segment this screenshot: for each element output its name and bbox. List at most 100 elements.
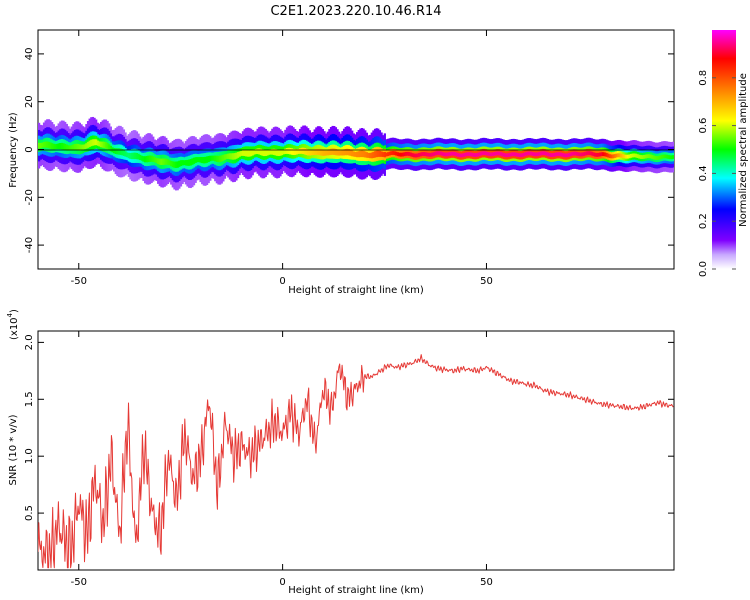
spectrogram-cell xyxy=(209,155,212,162)
spectrogram-cell xyxy=(639,155,642,159)
spectrogram-cell xyxy=(541,151,545,156)
spectrogram-cell xyxy=(507,153,510,157)
spectrogram-cell xyxy=(515,152,519,157)
spectrogram-cell xyxy=(108,144,111,151)
spectrogram-cell xyxy=(339,150,342,156)
spectrogram-cell xyxy=(323,150,326,156)
spectrogram-cell xyxy=(643,154,646,159)
spectrogram-cell xyxy=(621,154,625,158)
spectrogram-cell xyxy=(176,161,179,168)
snr-multiplier-close: ) xyxy=(9,309,20,313)
spectrogram-cell xyxy=(426,152,429,157)
spectrogram-cell xyxy=(517,153,520,158)
spectrogram-cell xyxy=(523,152,527,157)
snr-xtick-label: 50 xyxy=(480,577,493,588)
spectrogram-cell xyxy=(357,151,360,158)
snr-xlabel: Height of straight line (km) xyxy=(288,585,424,596)
spectrogram-cell xyxy=(390,151,393,156)
spectrogram-cell xyxy=(429,152,432,157)
spectrogram-cell xyxy=(57,143,60,150)
spectrogram-cell xyxy=(445,152,448,157)
spectrogram-cell xyxy=(359,150,362,158)
spectrogram-cell xyxy=(189,159,192,166)
spectrogram-cell xyxy=(496,151,499,156)
spectrogram-cell xyxy=(104,142,108,149)
spectrogram-cell xyxy=(222,154,225,161)
spectrogram-cell xyxy=(393,151,396,156)
spectrogram-cell xyxy=(279,149,282,156)
spectrogram-cell xyxy=(595,152,598,157)
spectrogram-cell xyxy=(463,152,466,157)
spectrogram-cell xyxy=(101,141,104,148)
spectrogram-cell xyxy=(422,152,426,156)
spectrogram-cell xyxy=(398,152,401,157)
spectrogram-cell xyxy=(51,143,54,150)
spectrogram-cell xyxy=(277,149,280,157)
spectrogram-cell xyxy=(514,152,517,157)
spectrogram-cell xyxy=(130,152,134,160)
spectrogram-cell xyxy=(572,151,576,156)
spectrogram-cell xyxy=(502,153,505,157)
spectrogram-cell xyxy=(210,155,214,161)
spectrogram-cell xyxy=(383,151,386,158)
spectrogram-panel: -50 0 50 -40 -20 0 20 40 Height of straight lin… xyxy=(8,29,675,296)
spectrogram-cell xyxy=(460,153,463,158)
spectrogram-cell xyxy=(612,154,615,159)
spectrogram-cell xyxy=(137,153,140,160)
spectrogram-cell xyxy=(364,151,367,158)
spectrogram-cell xyxy=(631,153,634,158)
spectrogram-cell xyxy=(400,152,403,157)
spectrogram-cell xyxy=(561,152,564,157)
spectrogram-cell xyxy=(620,153,623,158)
snr-series-line xyxy=(38,354,674,569)
spectrogram-cell xyxy=(103,141,106,149)
spectrogram-cell xyxy=(478,152,481,157)
spectrogram-cell xyxy=(93,139,96,146)
spectrogram-cell xyxy=(589,151,592,156)
spectrogram-cell xyxy=(308,149,311,156)
spectrogram-cell xyxy=(401,152,404,157)
spectrogram-cell xyxy=(62,143,65,150)
spectrogram-cell xyxy=(550,153,553,158)
spectrogram-cell xyxy=(233,153,236,160)
spectrogram-cell xyxy=(246,150,249,157)
spectrogram-cell xyxy=(424,152,427,157)
spectrogram-cell xyxy=(509,152,512,157)
spectrogram-cell xyxy=(512,152,515,157)
spectrogram-cell xyxy=(318,148,321,156)
spectrogram-cell xyxy=(38,142,41,149)
spectrogram-cell xyxy=(669,155,672,160)
spectrogram-cell xyxy=(434,151,437,156)
spectrogram-cell xyxy=(134,152,137,160)
spectrogram-cell xyxy=(342,149,346,156)
spectrogram-cell xyxy=(651,154,654,159)
spectrogram-cell xyxy=(68,145,72,151)
spectrogram-cell xyxy=(113,148,116,154)
spectrogram-cell xyxy=(466,152,470,157)
spectrogram-cell xyxy=(421,152,424,156)
spectrogram-cell xyxy=(305,148,308,156)
spectrogram-cell xyxy=(662,154,665,159)
spectrogram-cell xyxy=(455,152,458,157)
spectrogram-cell xyxy=(468,152,471,157)
spectrogram-cell xyxy=(285,148,289,154)
spectrogram-cell xyxy=(479,151,483,156)
spectrogram-cell xyxy=(227,153,230,159)
snr-xtick-label: 0 xyxy=(279,577,285,588)
spectrogram-cell xyxy=(217,155,220,163)
spectrogram-cell xyxy=(334,148,338,156)
spectrogram-cell xyxy=(646,154,649,159)
spectrogram-cell xyxy=(184,160,187,166)
spectrogram-cell xyxy=(554,152,558,157)
spectrogram-cell xyxy=(264,149,267,156)
spectrogram-cell xyxy=(263,149,266,157)
spectrogram-cell xyxy=(297,148,300,154)
spectrogram-cell xyxy=(375,150,378,158)
spectrogram-cell xyxy=(597,152,600,157)
spectrogram-cell xyxy=(54,144,57,150)
spectrogram-cell xyxy=(654,155,657,160)
spectrogram-cell xyxy=(65,144,68,151)
spectrogram-cell xyxy=(336,149,339,156)
spectrogram-cell xyxy=(46,141,49,148)
